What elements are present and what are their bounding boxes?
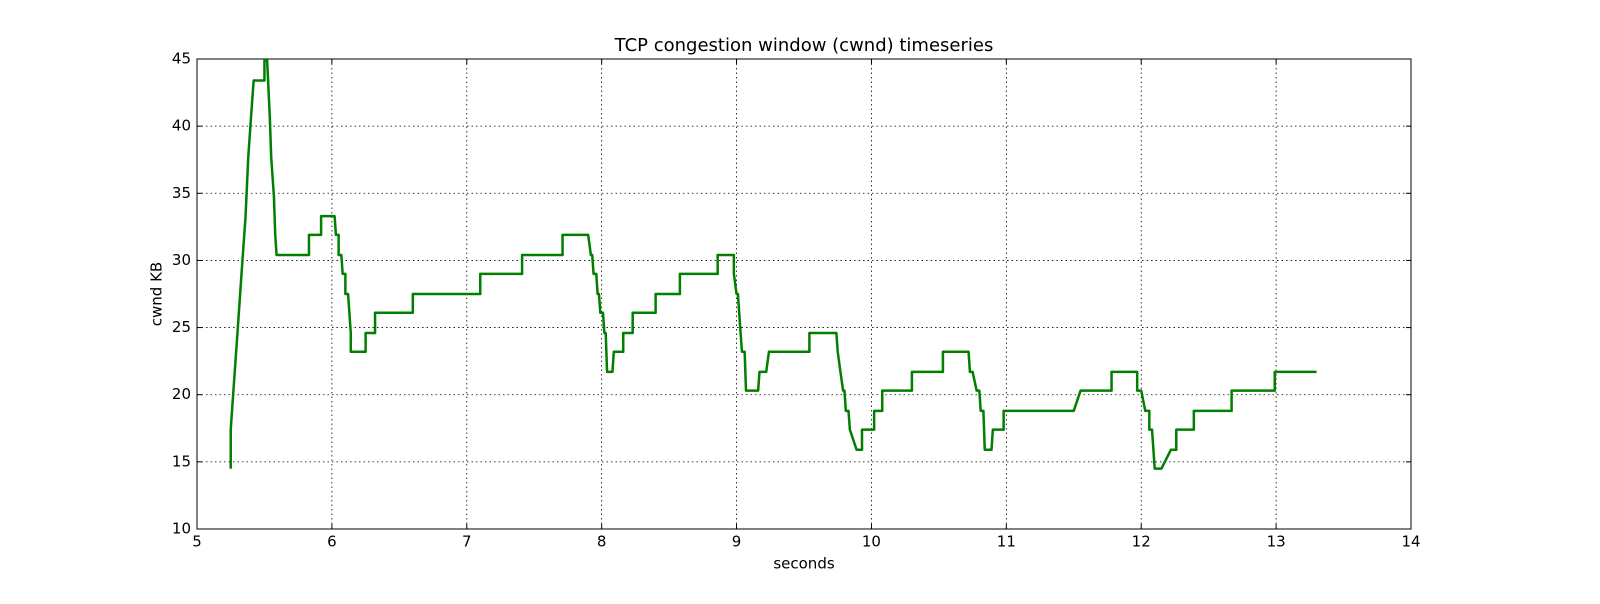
y-tick-label: 20 [172, 385, 191, 403]
y-tick-label: 30 [172, 251, 191, 269]
x-tick-label: 7 [462, 533, 472, 551]
plot-frame [196, 58, 1412, 530]
x-tick-label: 14 [1401, 533, 1420, 551]
x-tick-label: 8 [597, 533, 607, 551]
y-tick-label: 25 [172, 318, 191, 336]
x-tick-label: 5 [192, 533, 202, 551]
x-tick-label: 13 [1267, 533, 1286, 551]
y-tick-label: 15 [172, 452, 191, 470]
x-axis-label: seconds [773, 555, 834, 573]
y-tick-label: 40 [172, 117, 191, 135]
y-axis-label: cwnd KB [148, 262, 166, 326]
x-tick-label: 11 [997, 533, 1016, 551]
y-tick-label: 35 [172, 184, 191, 202]
x-tick-label: 10 [862, 533, 881, 551]
x-tick-label: 9 [732, 533, 742, 551]
data-line [229, 59, 1317, 470]
y-tick-label: 45 [172, 50, 191, 68]
x-tick-label: 12 [1132, 533, 1151, 551]
y-tick-label: 10 [172, 520, 191, 538]
x-tick-label: 6 [327, 533, 337, 551]
chart-title: TCP congestion window (cwnd) timeseries [614, 35, 994, 56]
